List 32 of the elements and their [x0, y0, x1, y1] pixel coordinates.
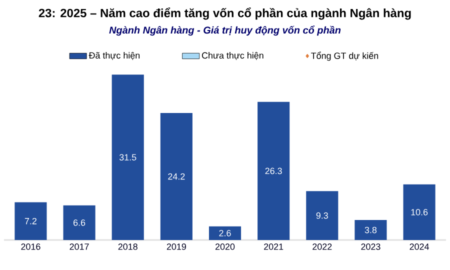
- data-label: 10.6: [411, 208, 428, 216]
- x-tick-label: 2018: [118, 244, 138, 250]
- bar: [258, 102, 290, 240]
- bar: [208, 226, 242, 240]
- x-tick-label: 2024: [410, 244, 429, 250]
- x-tick-label: 2019: [166, 244, 186, 250]
- data-label: 3.8: [364, 226, 377, 234]
- bar: [112, 74, 144, 240]
- x-tick-label: 2016: [21, 244, 40, 250]
- x-tick-label: 2023: [361, 244, 380, 250]
- bar: [354, 220, 387, 240]
- data-label: 2.6: [219, 230, 231, 236]
- bar: [403, 184, 436, 240]
- data-label: 24.2: [168, 173, 185, 180]
- legend-label: Đã thực hiện: [88, 52, 140, 60]
- bar: [14, 202, 47, 240]
- x-tick-label: 2020: [215, 244, 235, 250]
- bar: [160, 112, 192, 240]
- x-tick-label: 2017: [70, 244, 89, 250]
- data-label: 9.3: [316, 212, 328, 219]
- x-tick-label: 2021: [264, 244, 284, 250]
- data-label: 7.2: [24, 218, 36, 224]
- legend-label: Chưa thực hiện: [202, 52, 264, 60]
- data-label: 6.6: [74, 219, 86, 226]
- bar: [63, 205, 96, 240]
- chart-title: 23: 2025 – Năm cao điểm tăng vốn cổ phần của ngành Ngân hàng: [38, 8, 411, 20]
- data-label: 26.3: [265, 168, 282, 174]
- x-tick-label: 2022: [312, 244, 332, 250]
- legend-label: Tổng GT dự kiến: [311, 52, 378, 61]
- data-label: 31.5: [119, 154, 136, 160]
- chart-subtitle: Ngành Ngân hàng - Giá trị huy động vốn cổ phần: [109, 26, 341, 36]
- bar: [306, 191, 338, 240]
